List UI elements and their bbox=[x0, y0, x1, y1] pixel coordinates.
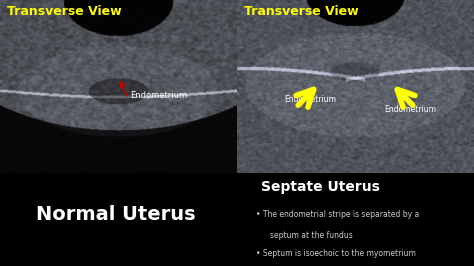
Text: • Septum is isoechoic to the myometrium: • Septum is isoechoic to the myometrium bbox=[256, 249, 416, 258]
Text: Transverse View: Transverse View bbox=[7, 5, 122, 18]
Text: Endometrium: Endometrium bbox=[284, 95, 337, 104]
Text: septum at the fundus: septum at the fundus bbox=[270, 231, 353, 240]
Text: Normal Uterus: Normal Uterus bbox=[36, 205, 195, 224]
Text: • The endometrial stripe is separated by a: • The endometrial stripe is separated by… bbox=[256, 210, 419, 219]
Text: Endometrium: Endometrium bbox=[384, 105, 436, 114]
Text: Septate Uterus: Septate Uterus bbox=[261, 180, 380, 194]
Text: Endometrium: Endometrium bbox=[130, 91, 188, 100]
Text: Transverse View: Transverse View bbox=[244, 5, 359, 18]
